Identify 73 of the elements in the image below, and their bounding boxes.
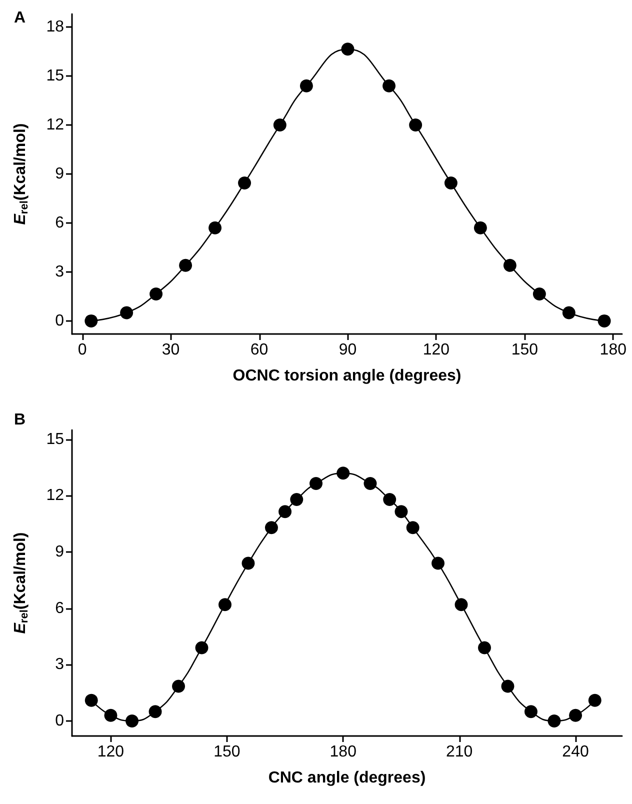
point: [409, 118, 422, 132]
y-tick-label: 18: [46, 18, 64, 36]
text: B: [14, 412, 26, 428]
point: [195, 641, 208, 654]
x-tick-label: 210: [446, 744, 473, 760]
point: [179, 258, 192, 272]
x-tick-label: 180: [600, 342, 627, 358]
y-tick-label: 6: [55, 214, 64, 232]
point: [84, 314, 98, 328]
point: [524, 705, 538, 718]
y-tick-label: 0: [55, 712, 64, 730]
point: [569, 708, 582, 722]
point: [394, 505, 408, 518]
point: [218, 598, 232, 612]
point: [501, 680, 514, 693]
point: [126, 714, 139, 728]
x-tick-label: 240: [562, 744, 589, 760]
x-tick-label: 150: [511, 342, 538, 358]
point: [478, 641, 491, 654]
y-tick-label: 9: [55, 544, 64, 561]
point: [336, 466, 350, 480]
point: [341, 42, 354, 56]
point: [278, 505, 292, 518]
point: [310, 477, 323, 490]
point: [454, 598, 468, 612]
y-tick-label: 15: [46, 68, 64, 85]
point: [432, 556, 445, 570]
x-tick-label: 30: [162, 342, 180, 358]
point: [208, 221, 222, 234]
y-tick-label: 3: [55, 263, 64, 280]
point: [104, 708, 118, 722]
point: [84, 694, 98, 707]
y-tick-label: 3: [55, 656, 64, 674]
x-tick-label: 90: [338, 342, 357, 358]
point: [588, 694, 602, 707]
y-tick-label: 6: [55, 600, 64, 617]
x-tick-label: 0: [78, 342, 87, 358]
point: [238, 176, 252, 190]
point: [148, 705, 162, 718]
y-tick-label: 12: [46, 116, 64, 134]
x-tick-label: 120: [422, 342, 450, 358]
x-tick-label: 120: [97, 744, 124, 760]
point: [503, 258, 516, 272]
y-tick-label: 15: [46, 430, 64, 448]
x-tick-label: 60: [250, 342, 268, 358]
point: [364, 477, 377, 490]
point: [382, 79, 396, 92]
point: [120, 306, 134, 320]
x-axis-title: CNC angle (degrees): [268, 770, 426, 786]
point: [383, 492, 396, 506]
point: [444, 176, 458, 190]
x-axis-title: OCNC torsion angle (degrees): [232, 368, 462, 384]
point: [562, 306, 576, 320]
point: [474, 221, 487, 234]
y-axis-title: Erel(Kcal/mol): [12, 532, 30, 634]
y-tick-label: 9: [55, 166, 64, 182]
text: A: [14, 10, 26, 26]
point: [300, 79, 313, 92]
point: [598, 314, 611, 328]
point: [406, 521, 420, 534]
point: [150, 288, 163, 300]
x-tick-label: 180: [330, 744, 357, 760]
point: [242, 556, 255, 570]
y-axis-title: Erel(Kcal/mol): [12, 123, 30, 225]
point: [290, 492, 304, 506]
point: [548, 714, 561, 728]
point: [273, 118, 286, 132]
point: [532, 288, 546, 300]
y-tick-label: 12: [46, 487, 64, 504]
x-tick-label: 150: [214, 744, 240, 760]
point: [264, 521, 278, 534]
point: [172, 680, 186, 693]
y-tick-label: 0: [55, 312, 64, 330]
